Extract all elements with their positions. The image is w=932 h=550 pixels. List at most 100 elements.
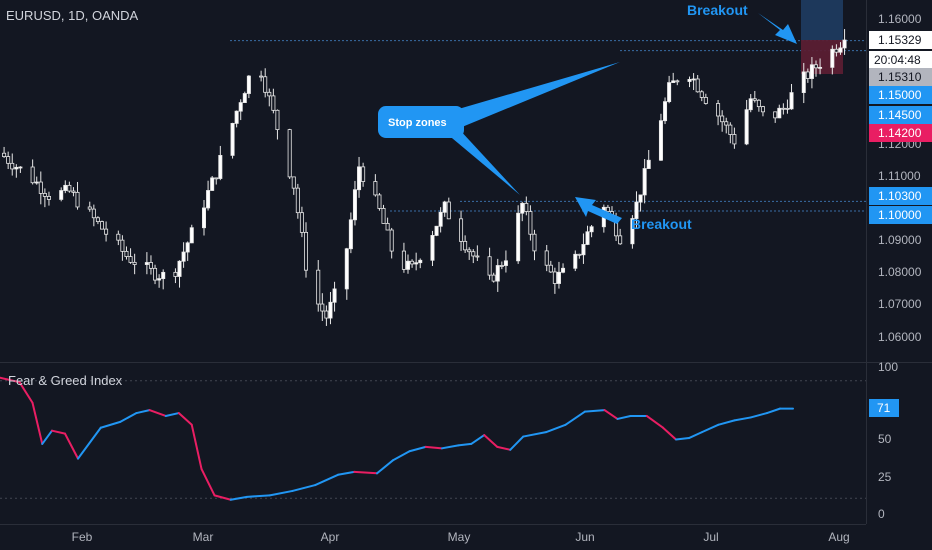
time-tick: Mar bbox=[193, 530, 214, 544]
candle bbox=[67, 181, 72, 193]
fear-greed-segment bbox=[717, 419, 736, 426]
candle-body bbox=[157, 278, 162, 281]
candle bbox=[259, 70, 264, 82]
indicator-axis[interactable]: 100 75 50 25 0 71 bbox=[869, 360, 899, 521]
indicator-tick: 100 bbox=[878, 360, 898, 374]
candle bbox=[177, 260, 182, 288]
fear-greed-segment bbox=[584, 409, 606, 413]
candle-body bbox=[100, 221, 105, 230]
candle-body bbox=[785, 107, 790, 110]
candle bbox=[446, 197, 451, 220]
candle bbox=[328, 291, 333, 325]
candle bbox=[699, 90, 704, 102]
candle bbox=[389, 227, 394, 259]
candle-body bbox=[18, 166, 23, 169]
price-axis[interactable]: 1.16000 1.12000 1.11000 1.09000 1.08000 … bbox=[869, 12, 932, 344]
fear-greed-segment bbox=[424, 445, 443, 450]
candle bbox=[234, 110, 239, 128]
candle-body bbox=[495, 265, 500, 282]
candle bbox=[552, 267, 557, 294]
svg-text:1.15329: 1.15329 bbox=[878, 33, 922, 47]
profit-zone bbox=[801, 0, 843, 40]
candle-body bbox=[471, 251, 476, 257]
candle bbox=[38, 171, 43, 205]
candle-body bbox=[561, 267, 566, 273]
candle bbox=[756, 99, 761, 112]
candle-body bbox=[320, 303, 325, 312]
fear-greed-segment bbox=[701, 423, 720, 434]
candle bbox=[528, 205, 533, 241]
candle bbox=[561, 263, 566, 274]
fear-greed-segment bbox=[119, 412, 138, 423]
candle bbox=[630, 215, 635, 249]
fear-greed-segment bbox=[51, 429, 66, 435]
chart-title: EURUSD, 1D, OANDA bbox=[6, 8, 139, 23]
candle bbox=[275, 109, 280, 140]
candle bbox=[189, 224, 194, 244]
candle bbox=[471, 249, 476, 264]
candle bbox=[818, 58, 823, 75]
candle bbox=[104, 221, 109, 242]
candle bbox=[801, 62, 806, 104]
candle bbox=[430, 230, 435, 267]
candle bbox=[291, 176, 296, 195]
indicator-bounds bbox=[0, 380, 866, 499]
price-tick: 1.06000 bbox=[878, 330, 922, 344]
candle bbox=[642, 159, 647, 204]
candle-body bbox=[528, 211, 533, 235]
candle-body bbox=[589, 226, 594, 233]
fear-greed-segment bbox=[408, 445, 427, 453]
candle bbox=[691, 73, 696, 91]
candle bbox=[524, 196, 529, 216]
candle-body bbox=[438, 211, 443, 227]
candle-body bbox=[234, 110, 239, 124]
candle-body bbox=[524, 202, 529, 212]
price-tick: 1.09000 bbox=[878, 233, 922, 247]
candle-body bbox=[95, 217, 100, 223]
candle-body bbox=[414, 262, 419, 265]
breakout-arrow-mid[interactable] bbox=[575, 197, 622, 224]
candle-body bbox=[777, 107, 782, 119]
time-tick: Apr bbox=[321, 530, 340, 544]
breakout-arrow-top[interactable] bbox=[758, 13, 797, 44]
time-axis[interactable]: Feb Mar Apr May Jun Jul Aug bbox=[72, 530, 850, 544]
candle bbox=[295, 183, 300, 219]
candle-body bbox=[332, 288, 337, 303]
candle-body bbox=[120, 239, 125, 252]
candle-body bbox=[585, 231, 590, 245]
candle bbox=[381, 204, 386, 224]
candle bbox=[634, 191, 639, 229]
candle-body bbox=[295, 187, 300, 214]
candle-body bbox=[263, 76, 268, 93]
candle-body bbox=[732, 134, 737, 145]
candle bbox=[10, 153, 15, 176]
candle bbox=[30, 159, 35, 185]
candle-body bbox=[618, 235, 623, 245]
candle-body bbox=[267, 91, 272, 97]
candle-body bbox=[842, 39, 847, 49]
fear-greed-segment bbox=[64, 432, 79, 460]
fear-greed-segment bbox=[522, 431, 547, 438]
candle bbox=[352, 180, 357, 226]
candle bbox=[732, 127, 737, 149]
candle-body bbox=[818, 66, 823, 69]
candle bbox=[724, 117, 729, 134]
price-tick: 1.07000 bbox=[878, 297, 922, 311]
stop-zones-callout[interactable]: Stop zones bbox=[378, 62, 620, 195]
candle bbox=[201, 200, 206, 236]
fear-greed-segment bbox=[496, 445, 512, 451]
candle bbox=[414, 252, 419, 271]
candle-body bbox=[752, 98, 757, 101]
candle-body bbox=[760, 106, 765, 113]
candle bbox=[242, 91, 247, 103]
position-box[interactable] bbox=[801, 0, 843, 74]
candle-body bbox=[830, 48, 835, 68]
candle-body bbox=[181, 251, 186, 262]
candle-body bbox=[487, 256, 492, 276]
candle-body bbox=[2, 152, 7, 157]
fear-greed-segment bbox=[645, 414, 664, 429]
candle-body bbox=[410, 260, 415, 265]
candle bbox=[287, 128, 292, 179]
candle bbox=[34, 176, 39, 185]
candle bbox=[503, 250, 508, 273]
